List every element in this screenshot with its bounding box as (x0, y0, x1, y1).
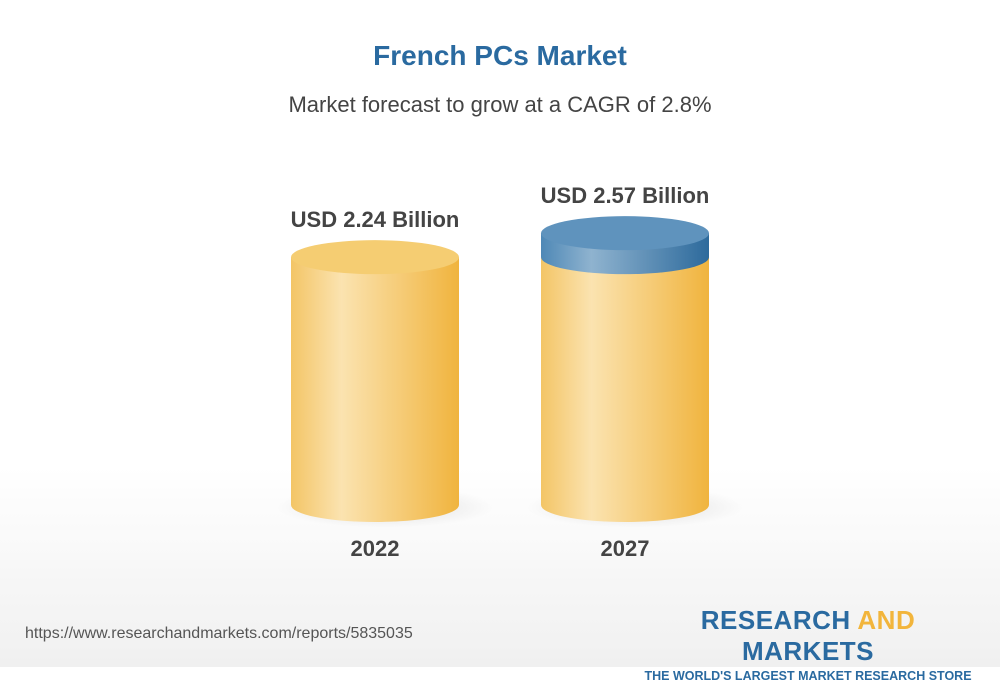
bar-top (291, 240, 459, 275)
bar-2022: USD 2.24 Billion 2022 (276, 207, 494, 561)
category-label: 2027 (601, 536, 650, 561)
logo-text-3: MARKETS (741, 636, 875, 666)
logo-tagline: THE WORLD'S LARGEST MARKET RESEARCH STOR… (644, 669, 972, 683)
bar-top (541, 216, 709, 251)
chart-subtitle: Market forecast to grow at a CAGR of 2.8… (288, 92, 712, 117)
data-label: USD 2.57 Billion (541, 183, 710, 208)
bar-2027: USD 2.57 Billion 2027 (526, 183, 744, 561)
logo-text-1: RESEARCH (700, 605, 858, 635)
data-label: USD 2.24 Billion (291, 207, 460, 232)
chart-title: French PCs Market (373, 40, 627, 71)
cylinder-chart: USD 2.24 Billion 2022 USD 2.57 Billion 2027 (276, 183, 744, 561)
logo-text-and: AND (857, 605, 916, 635)
source-url[interactable]: https://www.researchandmarkets.com/repor… (25, 625, 413, 642)
research-and-markets-logo: RESEARCH AND MARKETS THE WORLD'S LARGEST… (640, 605, 976, 683)
bar-body (291, 257, 459, 522)
category-label: 2022 (351, 536, 400, 561)
bar-body (541, 257, 709, 522)
